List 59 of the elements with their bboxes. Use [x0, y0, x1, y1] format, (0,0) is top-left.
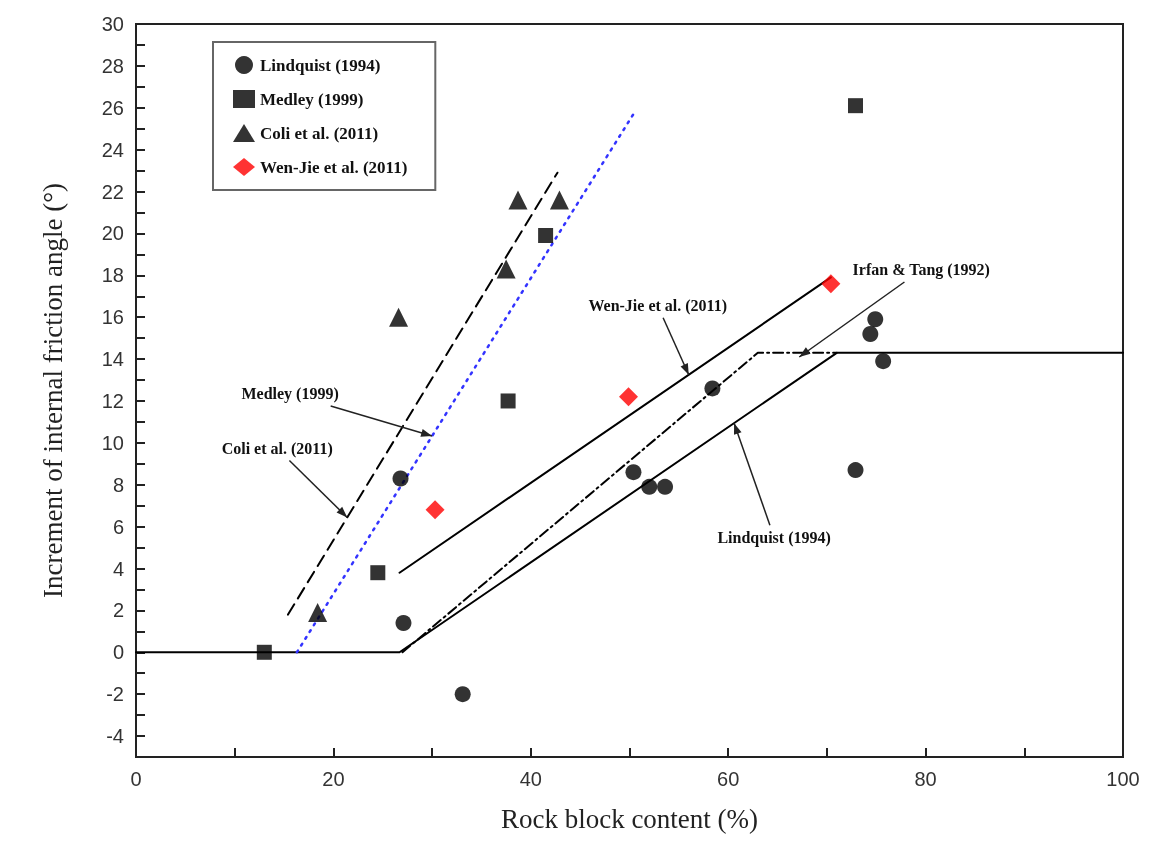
point [500, 393, 516, 409]
point [256, 644, 272, 660]
point [308, 602, 328, 622]
legend-label: Coli et al. (2011) [260, 123, 379, 143]
y-tick-label: 18 [101, 264, 124, 287]
y-tick-label: 0 [112, 641, 124, 664]
y-tick-label: 24 [101, 138, 124, 161]
point [549, 190, 569, 210]
y-tick-label: -4 [106, 725, 124, 748]
point [454, 686, 471, 703]
point [370, 565, 386, 581]
point [848, 98, 864, 114]
point [875, 353, 892, 370]
annotation: Wen-Jie et al. (2011) [588, 297, 728, 316]
x-tick-label: 20 [322, 768, 345, 790]
point [508, 190, 528, 210]
legend-label: Lindquist (1994) [260, 55, 381, 75]
point [657, 478, 674, 495]
x-tick-label: 100 [1106, 768, 1140, 790]
point [619, 387, 639, 407]
y-tick-label: 8 [112, 473, 124, 496]
y-tick-label: 16 [101, 306, 124, 329]
point [392, 470, 409, 487]
point [395, 614, 412, 631]
y-axis-title: Increment of internal friction angle (°) [37, 183, 68, 598]
point [389, 307, 409, 327]
y-tick-label: 14 [101, 348, 124, 371]
legend-label: Wen-Jie et al. (2011) [260, 157, 408, 177]
annotation: Medley (1999) [241, 385, 339, 404]
point [641, 478, 658, 495]
point [821, 274, 841, 294]
annotation: Coli et al. (2011) [221, 439, 333, 458]
y-tick-label: 28 [101, 54, 124, 77]
point [847, 462, 864, 479]
y-tick-label: 30 [101, 13, 124, 35]
point [867, 311, 884, 328]
x-tick-label: 0 [130, 768, 142, 790]
point [496, 259, 516, 279]
point [625, 464, 642, 481]
y-tick-label: 22 [101, 180, 124, 203]
x-tick-label: 60 [717, 768, 740, 790]
point [425, 500, 445, 520]
point [538, 228, 554, 244]
x-tick-label: 40 [519, 768, 542, 790]
y-tick-label: 20 [101, 222, 124, 245]
point [704, 380, 721, 397]
annotation: Irfan & Tang (1992) [852, 261, 990, 280]
y-tick-label: 2 [112, 599, 124, 622]
y-tick-label: 4 [112, 557, 124, 580]
y-tick-label: 10 [101, 431, 124, 454]
y-tick-label: 6 [112, 515, 124, 538]
y-tick-label: -2 [106, 683, 124, 706]
legend-label: Medley (1999) [260, 89, 364, 109]
x-axis-title: Rock block content (%) [500, 803, 759, 834]
annotation: Lindquist (1994) [717, 528, 831, 547]
x-tick-label: 80 [914, 768, 937, 790]
y-tick-label: 26 [101, 96, 124, 119]
point [862, 325, 879, 342]
y-tick-label: 12 [101, 389, 124, 412]
